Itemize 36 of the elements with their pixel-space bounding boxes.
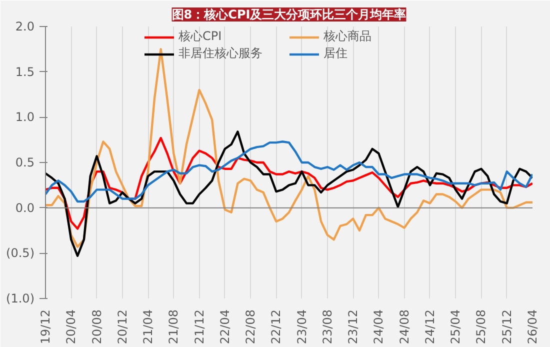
x-tick-label: 24/08 <box>397 309 412 344</box>
y-tick-label: (0.5) <box>6 246 35 260</box>
chart-title: 图8：核心CPI及三大分项环比三个月均年率 <box>172 8 406 22</box>
y-tick-label: 2.0 <box>15 20 35 34</box>
x-tick-label: 23/12 <box>346 309 360 344</box>
x-tick-label: 24/04 <box>372 309 386 344</box>
line-series <box>46 130 532 257</box>
x-tick-label: 22/08 <box>244 309 258 344</box>
x-tick-label: 21/08 <box>166 309 181 344</box>
x-tick-label: 22/04 <box>218 309 232 344</box>
x-tick-label: 20/08 <box>90 309 104 344</box>
line-series <box>46 48 532 248</box>
x-tick-label: 21/04 <box>141 309 156 344</box>
y-tick-label: 1.0 <box>15 110 35 124</box>
y-tick-label: 0.5 <box>15 156 35 170</box>
x-tick-label: 22/12 <box>269 309 284 344</box>
x-tick-label: 25/12 <box>500 309 514 344</box>
x-tick-label: 23/04 <box>294 309 309 344</box>
legend-label: 居住 <box>324 45 348 62</box>
x-tick-label: 25/04 <box>448 309 463 344</box>
line-series <box>46 136 532 230</box>
legend-label: 核心CPI <box>178 28 223 45</box>
x-tick-label: 20/12 <box>115 309 130 344</box>
x-tick-label: 21/12 <box>192 309 206 344</box>
x-tick-label: 24/12 <box>422 309 437 344</box>
legend-label: 非居住核心服务 <box>178 45 264 62</box>
x-tick-label: 19/12 <box>38 309 52 344</box>
x-tick-label: 25/08 <box>474 309 488 344</box>
x-tick-label: 23/08 <box>320 309 334 344</box>
y-tick-label: 0.0 <box>15 200 35 215</box>
legend-label: 核心商品 <box>324 28 372 45</box>
line-series <box>46 140 532 203</box>
y-tick-label: 1.5 <box>15 64 35 79</box>
y-tick-label: (1.0) <box>6 292 35 306</box>
x-tick-label: 20/04 <box>64 309 78 344</box>
x-tick-label: 26/04 <box>526 309 540 344</box>
